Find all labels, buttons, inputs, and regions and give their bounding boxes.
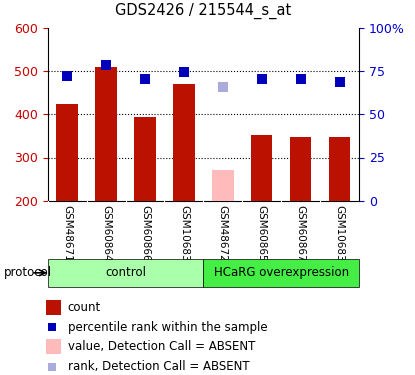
Point	[49, 364, 55, 370]
Point	[64, 73, 71, 79]
Bar	[212, 170, 234, 201]
Text: control: control	[105, 266, 146, 279]
Point	[142, 76, 148, 82]
Bar	[56, 104, 78, 201]
Point	[220, 84, 226, 90]
Point	[259, 76, 265, 82]
Text: GSM48672: GSM48672	[218, 205, 228, 261]
Text: GSM106834: GSM106834	[179, 205, 189, 268]
Text: value, Detection Call = ABSENT: value, Detection Call = ABSENT	[68, 340, 255, 352]
Text: GSM60867: GSM60867	[295, 205, 305, 261]
Text: count: count	[68, 301, 101, 314]
Text: GSM48671: GSM48671	[62, 205, 72, 261]
Bar	[251, 135, 272, 201]
Text: protocol: protocol	[4, 266, 52, 279]
Bar	[329, 137, 350, 201]
Bar	[46, 300, 61, 315]
Bar	[46, 339, 61, 354]
Text: GSM106835: GSM106835	[334, 205, 344, 268]
Point	[297, 76, 304, 82]
Text: GSM60865: GSM60865	[257, 205, 267, 261]
Point	[49, 324, 55, 330]
Text: GSM60864: GSM60864	[101, 205, 111, 261]
Bar	[173, 84, 195, 201]
Point	[103, 62, 110, 68]
Text: HCaRG overexpression: HCaRG overexpression	[214, 266, 349, 279]
Text: rank, Detection Call = ABSENT: rank, Detection Call = ABSENT	[68, 360, 249, 373]
Text: GDS2426 / 215544_s_at: GDS2426 / 215544_s_at	[115, 3, 291, 19]
Text: percentile rank within the sample: percentile rank within the sample	[68, 321, 267, 334]
Point	[181, 69, 187, 75]
Bar	[134, 117, 156, 201]
Bar	[290, 137, 311, 201]
Point	[336, 79, 343, 85]
Text: GSM60866: GSM60866	[140, 205, 150, 261]
Bar	[48, 259, 203, 287]
Bar	[203, 259, 359, 287]
Bar	[95, 67, 117, 201]
